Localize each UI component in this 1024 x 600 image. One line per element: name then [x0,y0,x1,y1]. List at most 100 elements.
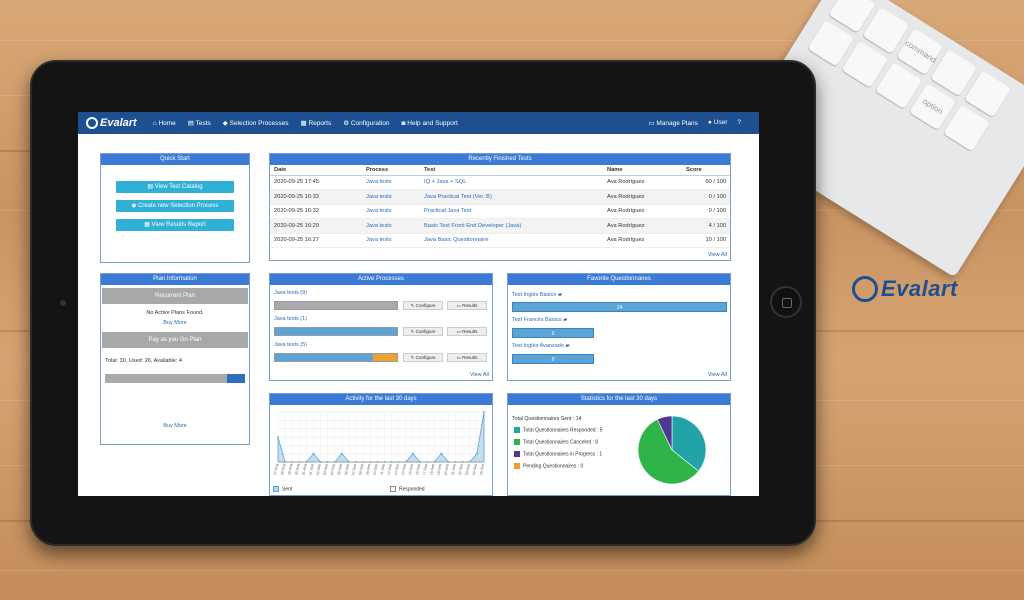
nav-user[interactable]: ● User [707,119,728,126]
cell-name: Ava Rodríguez [603,233,682,248]
configure-button[interactable]: ✎ Configure [403,301,443,310]
favorite-item-label[interactable]: Test Inglés Avanzado ▰ [512,343,570,349]
app-screen: Evalart ⌂ Home ▤ Tests ◆ Selection Proce… [78,112,759,496]
active-process-label[interactable]: Java tests (1) [274,316,308,322]
recent-tests-panel: Recently Finished Tests Date Process Tes… [269,153,731,261]
cell-test-link[interactable]: Java Practical Test (Ver. B) [420,189,603,205]
legend-item: Total Questionnaires in Progress : 1 [514,451,603,463]
x-tick-label: 07-Sep [351,463,357,475]
configure-button[interactable]: ✎ Configure [403,353,443,362]
legend-item: Total Questionnaires Responded : 5 [514,427,603,439]
pie-slice-responded [671,415,707,472]
activity-title: Activity for the last 30 days [270,394,492,405]
cell-process-link[interactable]: Java tests [362,175,420,190]
legend-swatch-sent [273,486,279,492]
quick-start-title: Quick Start [101,154,249,165]
nav-home[interactable]: ⌂ Home [152,119,176,127]
x-tick-label: 06-Sep [344,463,350,475]
cell-process-link[interactable]: Java tests [362,218,420,234]
cell-process-link[interactable]: Java tests [362,204,420,219]
plan-usage-fill [105,374,227,383]
x-tick-label: 15-Sep [408,463,414,475]
configure-button[interactable]: ✎ Configure [403,327,443,336]
col-test: Test [420,165,603,176]
nav-selection-processes[interactable]: ◆ Selection Processes [222,120,289,127]
col-score: Score [682,165,730,176]
x-tick-label: 19-Sep [436,463,442,475]
active-process-bar [274,301,398,310]
statistics-title: Statistics for the last 30 days [508,394,730,405]
logo-text: Evalart [100,117,137,129]
x-tick-label: 25-Sep [479,463,485,475]
cell-test-link[interactable]: Practical Java Test [420,204,603,219]
cell-test-link[interactable]: Basic Test Front End Developer (Java) [420,218,603,234]
statistics-pie-chart [637,415,707,485]
table-row: 2020-09-25 17:45 Java tests IQ + Java + … [270,175,730,190]
results-button[interactable]: ▭ Results [447,327,487,336]
plan-usage-bar [105,374,245,383]
active-process-bar [274,353,398,362]
cell-date: 2020-09-25 16:32 [270,204,362,219]
x-tick-label: 10-Sep [372,463,378,475]
x-tick-label: 27-Aug [273,463,279,475]
view-results-report-button[interactable]: ▦ View Results Report [116,219,234,231]
legend-responded: Responded [390,486,425,492]
folder-icon: ▰ [557,292,563,298]
results-button[interactable]: ▭ Results [447,353,487,362]
active-view-all-link[interactable]: View All [469,372,489,378]
legend-swatch [514,427,520,433]
activity-chart: 27-Aug 28-Aug 29-Aug 30-Aug 31-Aug 01-Sep 02-S… [273,411,485,476]
nav-configuration[interactable]: ⚙ Configuration [343,120,390,127]
favorites-view-all-link[interactable]: View All [707,372,727,378]
favorite-item-label[interactable]: Test Inglés Básico ▰ [512,292,563,298]
cell-score: 0 / 100 [682,204,730,219]
create-selection-process-button[interactable]: ◆ Create new Selection Process [116,200,234,212]
favorite-item-label[interactable]: Test Francés Básico ▰ [512,317,568,323]
cell-name: Ava Rodríguez [603,204,682,219]
active-process-label[interactable]: Java tests (9) [274,290,308,296]
buy-more-link-1[interactable]: Buy More [163,320,187,326]
x-tick-label: 09-Sep [365,463,371,475]
pay-as-you-go-header: Pay as you Go Plan [102,332,248,348]
favorite-item-bar: 9 [512,328,594,338]
col-name: Name [603,165,682,176]
cell-test-link[interactable]: IQ + Java + SQL [420,175,603,190]
data-point [475,452,478,455]
cell-score: 4 / 100 [682,218,730,234]
legend-swatch [514,463,520,469]
recent-view-all-link[interactable]: View All [707,252,727,258]
x-tick-label: 22-Sep [458,463,464,475]
activity-panel: Activity for the last 30 days 27-Aug 28-A… [269,393,493,496]
nav-help-support[interactable]: ◙ Help and Support [401,119,458,127]
cell-score: 0 / 100 [682,189,730,205]
app-logo[interactable]: Evalart [86,117,137,129]
nav-help-icon[interactable]: ? [737,119,741,126]
cell-name: Ava Rodríguez [603,218,682,234]
pie-slice-canceled [637,418,700,485]
x-tick-label: 02-Sep [316,463,322,475]
nav-tests[interactable]: ▤ Tests [187,120,211,127]
view-test-catalog-button[interactable]: ▤ View Test Catalog [116,181,234,193]
cell-date: 2020-09-25 17:45 [270,175,362,190]
active-process-label[interactable]: Java tests (5) [274,342,308,348]
col-process: Process [362,165,420,176]
cell-test-link[interactable]: Java Basic Questionnaire [420,233,603,248]
home-button[interactable] [770,286,802,318]
buy-more-link-2[interactable]: Buy More [163,423,187,429]
favorite-item-bar: 9 [512,354,594,364]
nav-manage-plans[interactable]: ▭ Manage Plans [648,120,698,127]
x-tick-label: 05-Sep [337,463,343,475]
x-tick-label: 11-Sep [380,463,386,475]
results-button[interactable]: ▭ Results [447,301,487,310]
cell-name: Ava Rodríguez [603,189,682,205]
table-row: 2020-09-25 16:33 Java tests Java Practic… [270,189,730,205]
cell-process-link[interactable]: Java tests [362,189,420,205]
cell-process-link[interactable]: Java tests [362,233,420,248]
x-tick-label: 17-Sep [422,463,428,475]
data-point [341,452,343,455]
plan-info-panel: Plan Information Recurrent Plan No Activ… [100,273,250,445]
folder-icon: ▰ [565,343,570,349]
x-tick-label: 24-Sep [472,463,478,475]
nav-reports[interactable]: ▦ Reports [300,120,332,127]
table-row: 2020-09-25 16:27 Java tests Java Basic Q… [270,233,730,248]
